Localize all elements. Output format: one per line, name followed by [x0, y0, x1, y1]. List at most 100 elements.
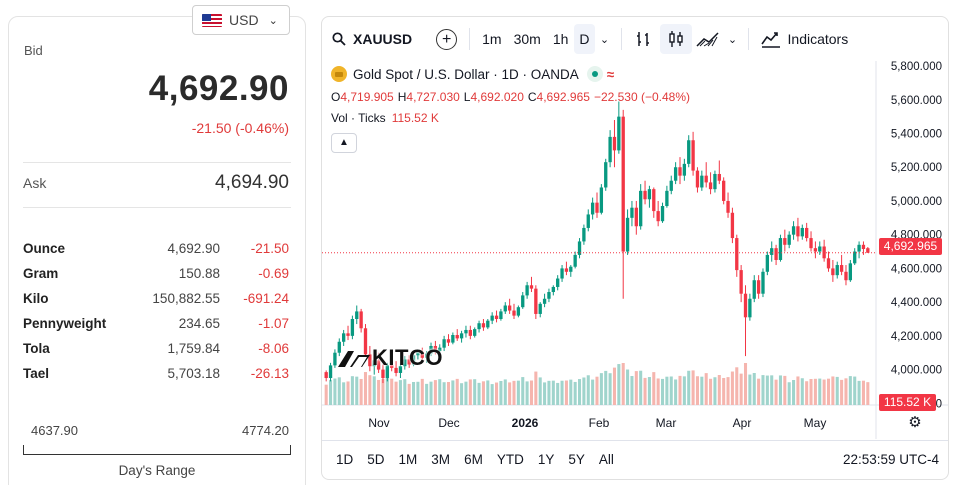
range-ytd[interactable]: YTD — [496, 451, 524, 467]
candle-body — [516, 307, 521, 316]
candle-body — [861, 244, 866, 250]
candle-body — [438, 347, 442, 352]
day-range-bar — [23, 445, 291, 455]
open-label: O — [331, 90, 341, 104]
candle-body — [499, 311, 503, 319]
range-1d[interactable]: 1D — [336, 451, 354, 467]
candle-body — [818, 246, 822, 252]
unit-row-kilo: Kilo 150,882.55 -691.24 — [23, 286, 289, 311]
volume-bar — [363, 372, 368, 405]
x-tick-label: Feb — [589, 416, 610, 430]
candle-body — [486, 320, 490, 328]
volume-bar — [778, 375, 782, 405]
candle-body — [599, 187, 604, 213]
candle-body — [752, 280, 756, 299]
volume-bar — [495, 382, 499, 405]
y-tick-label: 4,600.000 — [891, 263, 942, 275]
candle-chart-type-button[interactable] — [659, 24, 692, 54]
chart-settings-button[interactable]: ⚙ — [904, 413, 926, 433]
volume-bar — [564, 380, 568, 405]
candle-body — [455, 335, 459, 339]
volume-bar — [709, 378, 713, 405]
candle-body — [748, 298, 752, 318]
candle-body — [813, 248, 818, 252]
candle-body — [739, 270, 743, 294]
collapse-legend-button[interactable]: ▲ — [331, 133, 357, 153]
volume-bar — [481, 381, 485, 405]
us-flag-icon — [202, 13, 222, 27]
interval-d[interactable]: D — [574, 24, 595, 54]
range-1m[interactable]: 1M — [398, 451, 418, 467]
symbol-search[interactable]: XAUUSD — [332, 24, 412, 54]
compare-symbol-button[interactable]: + — [436, 28, 458, 50]
candle-body — [538, 303, 542, 314]
indicators-button[interactable]: Indicators — [755, 24, 855, 54]
candle-body — [717, 173, 721, 181]
candle-body — [512, 310, 516, 316]
bar-chart-type-button[interactable] — [628, 24, 660, 54]
volume-bar — [813, 378, 817, 405]
volume-bar — [831, 376, 835, 405]
range-bar: 1D 5D 1M 3M 6M YTD 1Y 5Y All 22:53:59 UT… — [322, 440, 948, 478]
candle-body — [433, 345, 438, 352]
candle-body — [525, 285, 529, 296]
high-value: 4,727.030 — [406, 90, 460, 104]
candle-body — [390, 365, 394, 368]
volume-bar — [704, 373, 708, 405]
area-chart-type-button[interactable] — [692, 24, 724, 54]
candle-body — [542, 298, 547, 304]
volume-bar — [591, 379, 595, 405]
volume-bar — [656, 378, 660, 405]
candle-body — [333, 352, 337, 366]
y-tick-label: 5,400.000 — [891, 129, 942, 141]
day-range-low: 4637.90 — [31, 423, 78, 438]
volume-bar — [761, 375, 765, 405]
candle-body — [691, 140, 695, 171]
candle-body — [416, 351, 420, 356]
bid-label: Bid — [24, 43, 43, 58]
candle-body — [385, 365, 389, 379]
candle-body — [844, 271, 848, 281]
gold-bars-icon — [331, 66, 347, 82]
interval-dropdown[interactable]: ⌄ — [595, 24, 615, 54]
candlestick-chart[interactable]: 3,800.0004,000.0004,200.0004,400.0004,60… — [322, 61, 948, 439]
volume-bar — [477, 382, 481, 405]
y-tick-label: 5,200.000 — [891, 162, 942, 174]
volume-bar — [368, 375, 372, 405]
chart-type-dropdown[interactable]: ⌄ — [724, 24, 742, 54]
divider — [23, 162, 291, 163]
currency-select[interactable]: USD ⌄ — [192, 5, 290, 35]
volume-bar — [687, 370, 691, 405]
unit-price: 150,882.55 — [152, 291, 220, 306]
range-5d[interactable]: 5D — [367, 451, 385, 467]
range-3m[interactable]: 3M — [431, 451, 451, 467]
volume-bar — [835, 376, 839, 405]
volume-bar — [665, 376, 669, 405]
x-tick-label: Nov — [368, 416, 389, 430]
x-tick-label: Apr — [733, 416, 752, 430]
candle-body — [324, 372, 328, 379]
candle-body — [442, 339, 446, 348]
range-6m[interactable]: 6M — [464, 451, 483, 467]
range-1y[interactable]: 1Y — [537, 451, 555, 467]
volume-bar — [621, 363, 625, 405]
volume-bar — [534, 371, 538, 405]
unit-price: 234.65 — [178, 316, 220, 331]
chart-clock[interactable]: 22:53:59 UTC-4 — [842, 452, 939, 467]
interval-1h[interactable]: 1h — [552, 31, 569, 47]
volume-bar — [652, 372, 656, 405]
range-5y[interactable]: 5Y — [568, 451, 585, 467]
volume-bar — [538, 377, 542, 405]
unit-change: -691.24 — [243, 291, 289, 306]
candle-body — [756, 280, 761, 294]
volume-bar — [543, 382, 547, 405]
interval-30m[interactable]: 30m — [513, 31, 541, 47]
volume-bar — [748, 374, 752, 405]
volume-bar — [739, 373, 743, 405]
range-all[interactable]: All — [598, 451, 614, 467]
volume-bar — [634, 371, 638, 405]
interval-1m[interactable]: 1m — [482, 31, 502, 47]
unit-name: Pennyweight — [23, 316, 107, 331]
search-icon — [332, 32, 346, 46]
candle-body — [634, 207, 638, 227]
